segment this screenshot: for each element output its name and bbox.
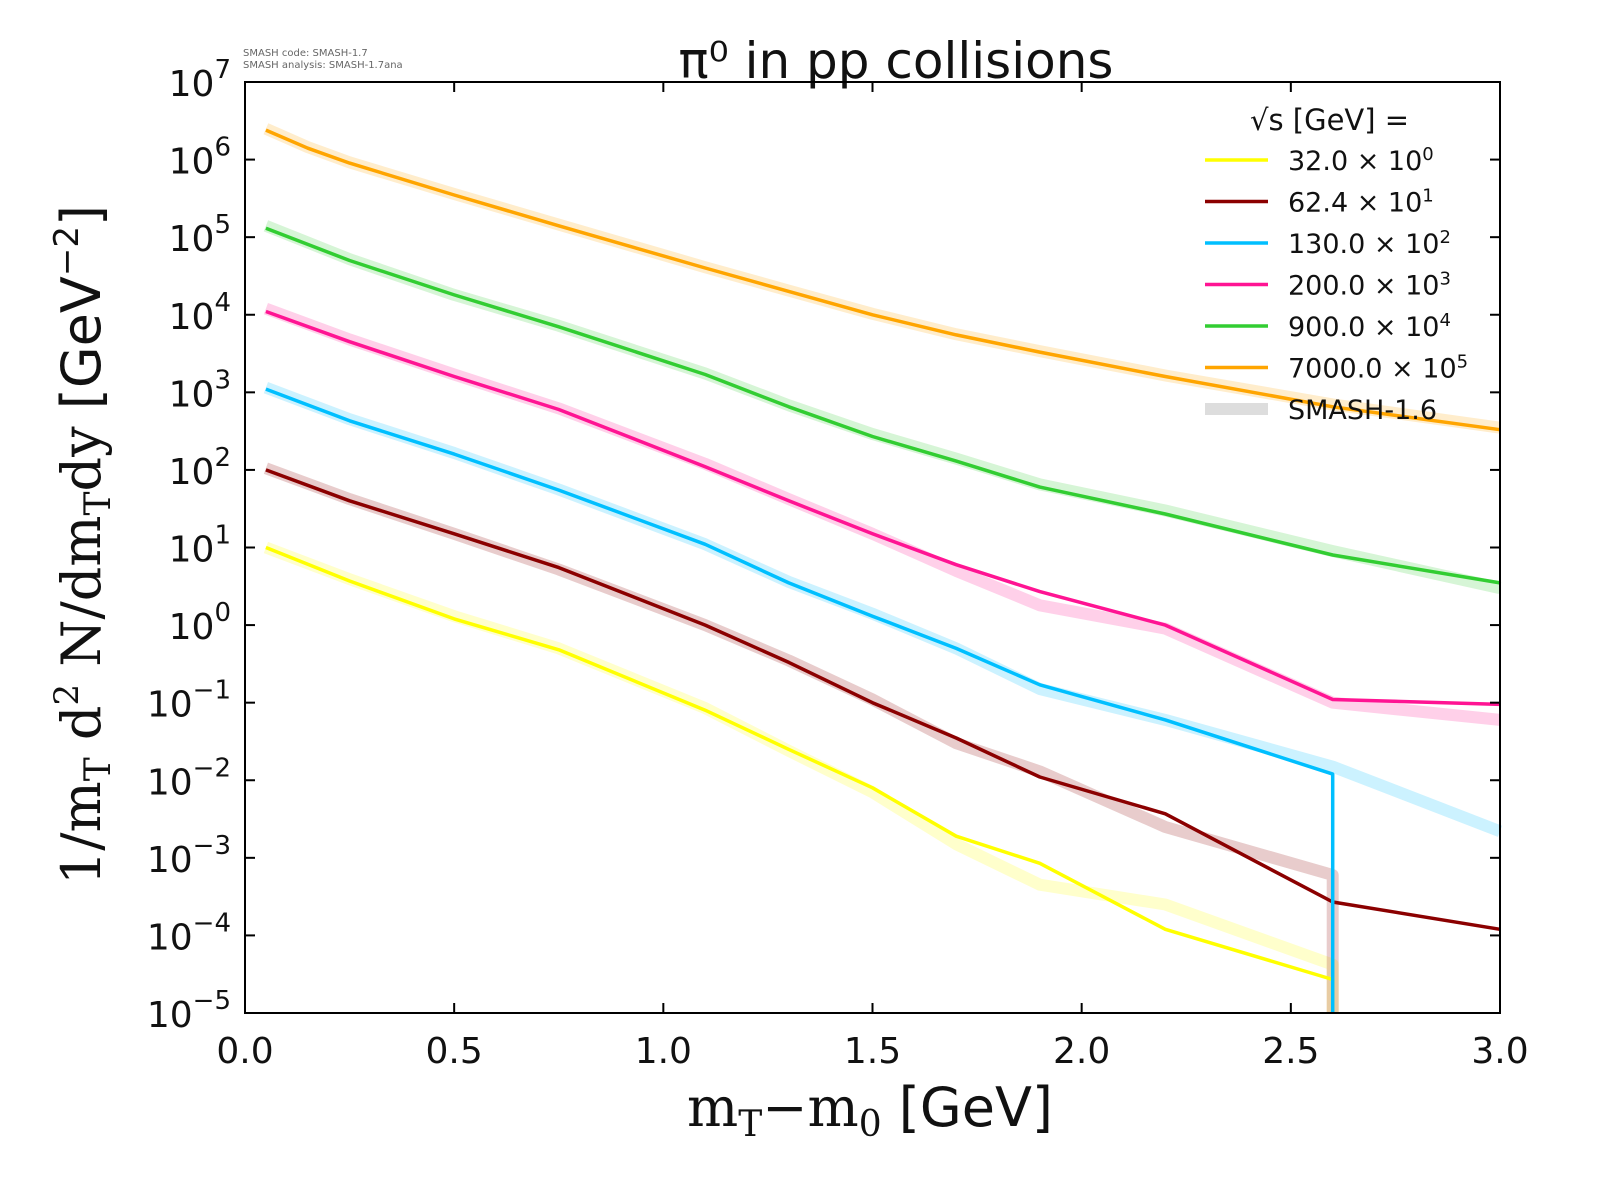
legend: √s [GeV] = 32.0 × 100 62.4 × 101 130.0 × 1… xyxy=(1205,103,1468,426)
y-axis-label: 1/mT d2 N/dmTdy [GeV−2] xyxy=(47,205,119,885)
series-line-130.0 xyxy=(265,387,1335,1013)
y-axis: 10−5 10−4 10−3 10−2 10−1 100 101 102 103 104 105 10… xyxy=(147,55,1500,1036)
series-line-200.0 xyxy=(265,309,1501,707)
y-tick-label: 10−2 xyxy=(147,753,231,803)
legend-entry-32.0: 32.0 × 100 xyxy=(1288,144,1434,177)
x-tick-label: 2.5 xyxy=(1262,1031,1319,1072)
x-tick-label: 1.0 xyxy=(635,1031,692,1072)
x-axis-label: mT−m0 [GeV] xyxy=(687,1076,1053,1145)
y-tick-label: 104 xyxy=(169,288,231,338)
x-tick-label: 0.0 xyxy=(216,1031,273,1072)
x-tick-label: 0.5 xyxy=(426,1031,483,1072)
stamp-line-code: SMASH code: SMASH-1.7 xyxy=(243,48,368,59)
y-tick-label: 103 xyxy=(169,365,231,415)
legend-entry-900.0: 900.0 × 104 xyxy=(1288,310,1451,343)
y-tick-label: 102 xyxy=(169,443,231,493)
y-tick-label: 10−4 xyxy=(147,908,231,958)
x-tick-label: 2.0 xyxy=(1053,1031,1110,1072)
y-tick-label: 105 xyxy=(169,210,231,260)
legend-entry-reference: SMASH-1.6 xyxy=(1288,395,1437,426)
series-line-32.0 xyxy=(265,545,1335,1013)
series-group xyxy=(265,128,1501,1013)
series-line-62.4 xyxy=(265,468,1501,932)
legend-entry-130.0: 130.0 × 102 xyxy=(1288,227,1451,260)
y-tick-label: 10−3 xyxy=(147,831,231,881)
y-tick-label: 10−5 xyxy=(147,986,231,1036)
y-tick-label: 101 xyxy=(169,521,231,571)
series-line-7000.0 xyxy=(265,128,1501,432)
x-tick-label: 3.0 xyxy=(1471,1031,1528,1072)
stamp-line-analysis: SMASH analysis: SMASH-1.7ana xyxy=(243,60,403,71)
version-stamp: SMASH code: SMASH-1.7 SMASH analysis: SM… xyxy=(243,48,403,71)
y-tick-label: 100 xyxy=(169,598,231,648)
chart-title: π⁰ in pp collisions xyxy=(679,32,1114,90)
y-tick-label: 106 xyxy=(169,133,231,183)
x-tick-label: 1.5 xyxy=(844,1031,901,1072)
legend-title: √s [GeV] = xyxy=(1250,103,1409,137)
series-line-900.0 xyxy=(265,226,1501,585)
reference-series-line-32.0 xyxy=(263,541,1339,1013)
y-tick-label: 107 xyxy=(169,55,231,105)
reference-series-group xyxy=(263,123,1503,1013)
x-axis: 0.0 0.5 1.0 1.5 2.0 2.5 3.0 xyxy=(216,82,1529,1072)
legend-entry-62.4: 62.4 × 101 xyxy=(1288,186,1434,219)
legend-entry-200.0: 200.0 × 103 xyxy=(1288,269,1451,302)
legend-entry-7000.0: 7000.0 × 105 xyxy=(1288,352,1468,385)
y-tick-label: 10−1 xyxy=(147,676,231,726)
